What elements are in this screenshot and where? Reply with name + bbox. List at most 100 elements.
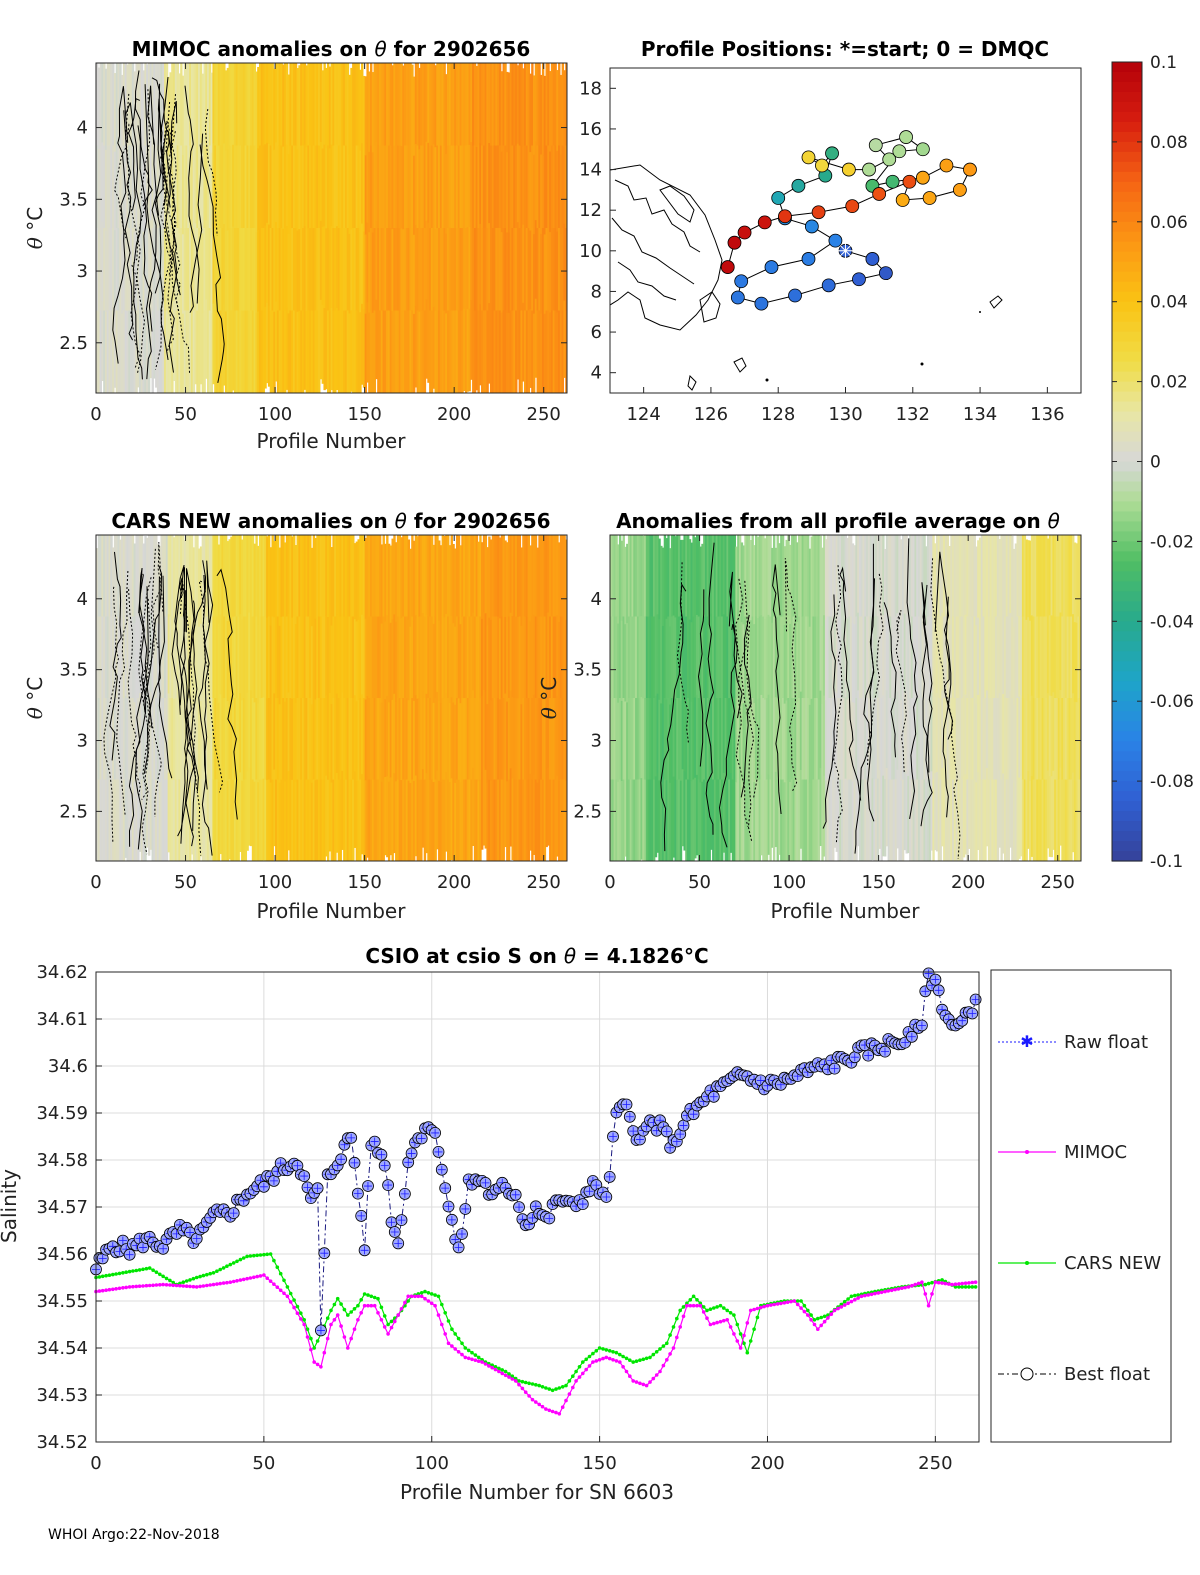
heatmap-cell [113,779,117,861]
heatmap-cell [185,228,188,311]
heatmap-cell [977,540,980,619]
heatmap-cell [318,228,321,311]
profile-position [902,174,917,189]
cars-new-point [923,1282,928,1287]
x-tick-label: 50 [688,872,711,893]
heatmap-cell [164,228,167,311]
heatmap-cell [481,145,484,229]
heatmap-cell [644,779,647,861]
heatmap-cell [264,225,267,308]
heatmap-cell [155,144,158,226]
heatmap-cell [117,616,120,699]
heatmap-cell [926,779,930,861]
mimoc-point [517,1382,521,1387]
heatmap-cell [681,616,685,694]
heatmap-cell [103,779,106,861]
heatmap-cell [477,145,480,229]
heatmap-cell [405,145,409,229]
mimoc-point [460,1352,464,1357]
heatmap-cell [697,779,701,861]
mimoc-point [450,1344,454,1348]
heatmap-cell [550,779,554,861]
heatmap-cell [464,228,468,311]
heatmap-cell [835,614,839,694]
x-tick-label: 200 [750,1453,784,1474]
heatmap-cell [652,535,656,617]
heatmap-cell [939,698,942,780]
heatmap-cell [1045,779,1048,861]
mimoc-point [695,1303,699,1308]
heatmap-cell [765,779,769,861]
heatmap-cell [337,310,341,393]
heatmap-cell [738,698,742,780]
profile-position [720,260,735,274]
heatmap-cell [357,145,360,229]
mimoc-point [574,1379,578,1383]
contour-line [109,551,122,761]
heatmap-cell [355,228,359,311]
heatmap-cell [980,779,984,861]
heatmap-cell [1009,613,1012,692]
heatmap-cell [1003,535,1007,617]
cars-new-point [369,1294,374,1299]
heatmap-cell [346,535,350,617]
mimoc-point [641,1382,646,1387]
heatmap-cell [558,145,561,229]
contour-line [124,93,141,368]
heatmap-cell [189,63,192,146]
cars-new-point [678,1308,682,1313]
heatmap-cell [318,310,321,393]
heatmap-cell [866,698,869,780]
heatmap-cell [334,310,337,393]
heatmap-cell [396,228,400,311]
heatmap-cell [212,535,215,617]
heatmap-cell [481,695,484,773]
heatmap-cell [550,145,554,229]
heatmap-cell [278,704,282,784]
profile-position [811,205,826,220]
heatmap-cell [925,546,928,626]
heatmap-cell [337,228,341,311]
mimoc-point [396,1313,401,1317]
heatmap-cell [1029,780,1032,861]
heatmap-cell [980,616,984,699]
heatmap-cell [368,698,371,780]
heatmap-cell [438,145,441,229]
heatmap-cell [1018,777,1021,859]
heatmap-cell [642,617,645,699]
cars-new-point [806,1308,810,1313]
mimoc-point [819,1323,823,1328]
heatmap-cell [729,614,733,695]
heatmap-cell [532,614,536,696]
heatmap-cell [126,779,129,861]
heatmap-cell [498,537,502,619]
contour-line [168,100,178,208]
heatmap-cell [273,149,276,232]
heatmap-cell [1068,535,1071,617]
heatmap-cell [378,616,382,699]
heatmap-cell [971,779,975,861]
heatmap-cell [873,779,876,861]
heatmap-cell [984,779,987,861]
heatmap-cell [764,538,767,620]
heatmap-cell [334,145,337,229]
heatmap-cell [556,535,559,616]
colorbar-cell [1112,521,1142,533]
heatmap-cell [181,75,185,156]
heatmap-cell [239,228,242,311]
heatmap-cell [244,616,248,699]
cars-new-point [248,1254,253,1258]
heatmap-cell [873,535,876,617]
heatmap-cell [475,308,479,391]
colorbar-cell [1112,211,1142,223]
mimoc-point [772,1302,776,1307]
heatmap-cell [344,228,348,311]
heatmap-cell [1046,538,1050,617]
heatmap-cell [484,535,488,614]
colorbar-cell [1112,391,1142,403]
colorbar-cell [1112,431,1142,443]
heatmap-cell [135,616,138,699]
heatmap-cell [219,63,222,146]
cars-new-point [534,1383,538,1387]
heatmap-cell [384,776,387,856]
